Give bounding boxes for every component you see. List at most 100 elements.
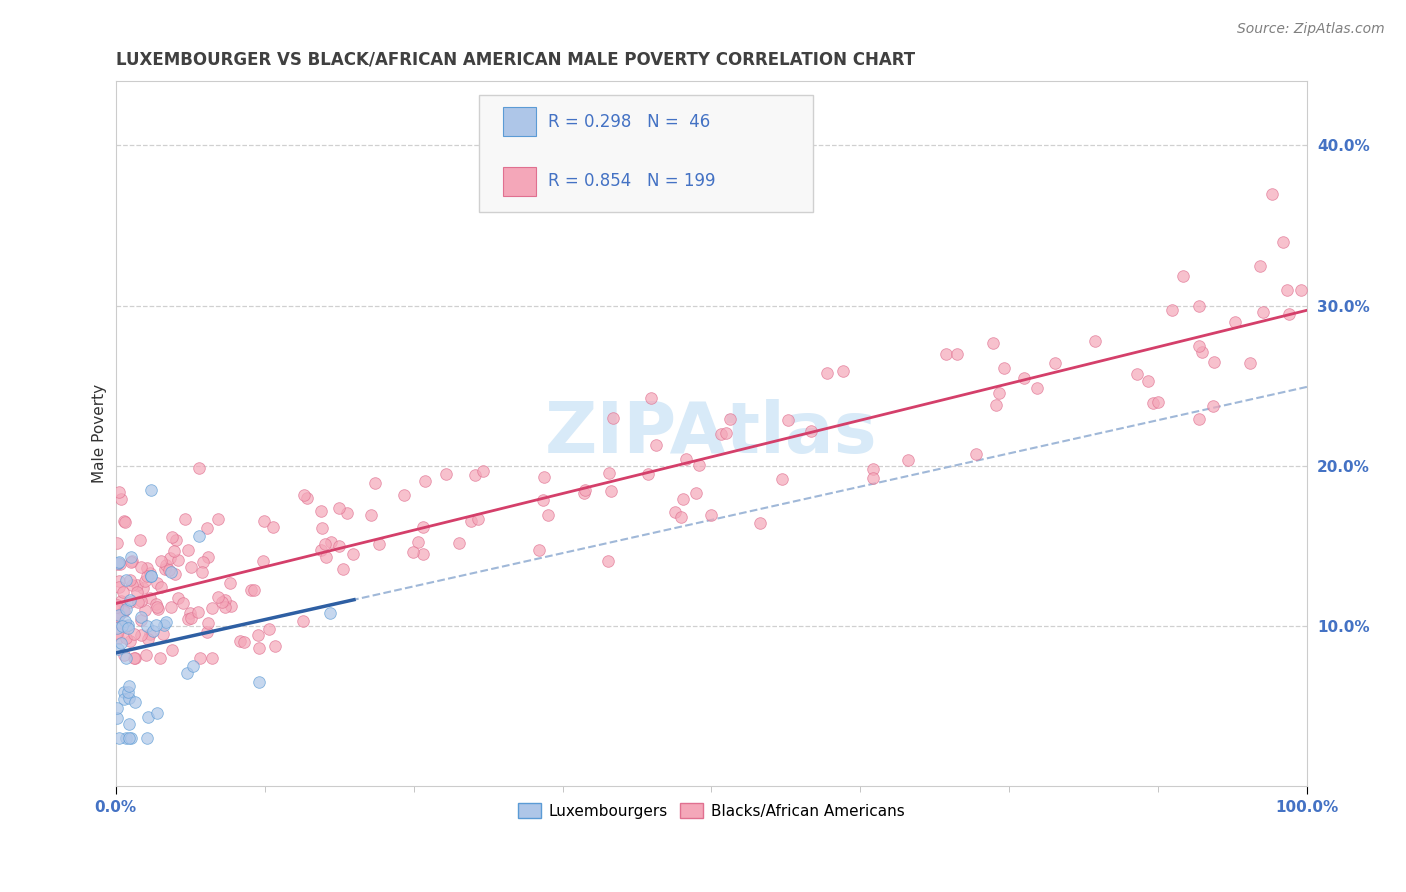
Point	[195, 521, 218, 535]
Point	[141, 483, 163, 497]
FancyBboxPatch shape	[503, 107, 536, 136]
Point	[107, 701, 129, 715]
Point	[105, 711, 128, 725]
FancyBboxPatch shape	[479, 95, 813, 211]
Point	[533, 469, 555, 483]
Point	[136, 710, 159, 724]
Point	[142, 624, 165, 638]
Point	[124, 695, 146, 709]
Point	[117, 621, 139, 635]
Point	[214, 593, 236, 607]
Point	[1239, 356, 1261, 370]
Point	[149, 580, 172, 594]
Point	[935, 347, 957, 361]
Point	[862, 471, 884, 485]
Point	[1045, 357, 1067, 371]
Point	[464, 467, 486, 482]
Point	[160, 600, 183, 615]
Point	[749, 516, 772, 531]
Point	[778, 413, 800, 427]
Point	[600, 483, 623, 498]
Point	[120, 573, 142, 587]
Point	[965, 447, 987, 461]
Point	[214, 600, 236, 615]
Point	[247, 675, 270, 690]
Point	[1191, 345, 1213, 359]
Point	[685, 486, 707, 500]
Point	[122, 651, 145, 665]
Point	[800, 424, 823, 438]
Point	[718, 411, 741, 425]
Point	[252, 554, 274, 568]
Point	[219, 599, 242, 614]
Point	[141, 569, 163, 583]
Point	[160, 642, 183, 657]
Point	[332, 562, 354, 576]
Point	[240, 583, 263, 598]
Point	[596, 553, 619, 567]
Y-axis label: Male Poverty: Male Poverty	[93, 384, 107, 483]
Point	[415, 474, 437, 488]
Point	[572, 486, 595, 500]
Point	[118, 594, 141, 608]
Point	[1260, 186, 1282, 201]
Point	[139, 566, 162, 580]
Point	[120, 592, 142, 607]
Point	[107, 556, 129, 570]
Point	[165, 533, 187, 547]
Point	[127, 578, 149, 592]
Legend: Luxembourgers, Blacks/African Americans: Luxembourgers, Blacks/African Americans	[512, 797, 911, 825]
Point	[264, 639, 287, 653]
Point	[700, 508, 723, 522]
Point	[197, 615, 219, 630]
Point	[120, 634, 142, 648]
Point	[108, 731, 131, 746]
Point	[117, 618, 139, 632]
Point	[146, 706, 169, 721]
Point	[129, 610, 152, 624]
Point	[412, 520, 434, 534]
Point	[1084, 334, 1107, 348]
Point	[1277, 284, 1299, 298]
Point	[110, 636, 132, 650]
Point	[257, 623, 280, 637]
Point	[114, 516, 136, 530]
Point	[105, 621, 128, 635]
Point	[328, 540, 350, 554]
Point	[152, 627, 174, 641]
Point	[402, 544, 425, 558]
Point	[135, 648, 157, 662]
Point	[125, 585, 148, 599]
Point	[121, 578, 143, 592]
Point	[112, 584, 135, 599]
Point	[120, 555, 142, 569]
Point	[105, 557, 128, 571]
Point	[145, 597, 167, 611]
Point	[153, 617, 176, 632]
Point	[710, 427, 733, 442]
Point	[602, 411, 624, 425]
Point	[159, 550, 181, 565]
Point	[211, 595, 233, 609]
Point	[247, 627, 270, 641]
Point	[243, 582, 266, 597]
Point	[172, 596, 194, 610]
Point	[136, 561, 159, 575]
Point	[342, 547, 364, 561]
Point	[993, 361, 1015, 376]
Point	[107, 642, 129, 657]
Point	[115, 631, 138, 645]
Point	[1272, 235, 1295, 249]
Point	[135, 619, 157, 633]
Point	[105, 609, 128, 624]
Point	[191, 555, 214, 569]
Point	[1160, 302, 1182, 317]
Point	[188, 460, 211, 475]
Point	[408, 535, 430, 549]
Point	[360, 508, 382, 522]
Point	[336, 506, 359, 520]
Point	[177, 542, 200, 557]
Point	[145, 618, 167, 632]
Point	[537, 508, 560, 522]
Point	[1204, 355, 1226, 369]
